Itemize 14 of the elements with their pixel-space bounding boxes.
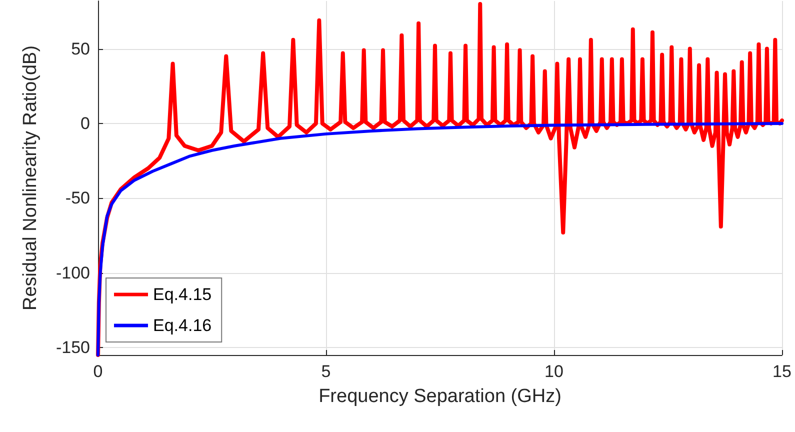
x-tick-label: 0 [93,362,103,381]
y-axis-title: Residual Nonlinearity Ratio(dB) [20,45,41,311]
y-tick-label: -100 [56,263,90,282]
x-tick-label: 15 [772,362,792,381]
legend-label: Eq.4.15 [153,285,212,304]
line-series [96,2,784,357]
y-tick-label: 50 [71,39,90,58]
x-axis-title: Frequency Separation (GHz) [318,386,562,407]
y-tick-label: 0 [80,114,90,133]
x-tick-label: 10 [544,362,564,381]
y-tick-label: -50 [65,188,90,208]
x-tick-label: 5 [321,362,331,381]
legend-label: Eq.4.16 [153,316,212,335]
y-tick-label: -150 [56,338,90,358]
